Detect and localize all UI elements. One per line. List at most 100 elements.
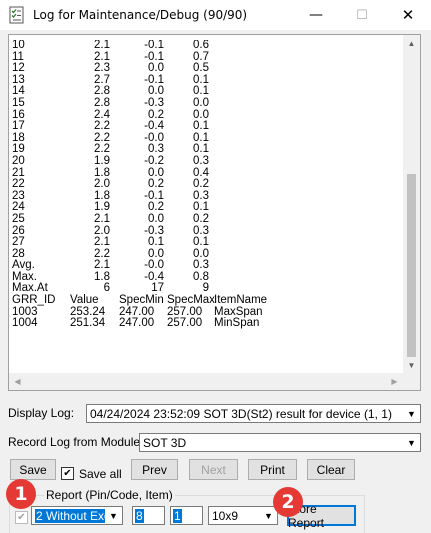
log-cell: MinSpan xyxy=(214,317,260,330)
report-item-input[interactable]: 1 xyxy=(170,506,203,525)
scroll-right-icon[interactable]: ▶ xyxy=(391,377,398,386)
scrollbar-corner xyxy=(403,373,420,390)
log-cell: 11 xyxy=(12,50,24,63)
log-cell: -0.4 xyxy=(144,270,164,283)
chevron-down-icon[interactable]: ▼ xyxy=(403,405,420,422)
store-report-button[interactable]: Store Report xyxy=(287,502,356,530)
log-cell: 2.1 xyxy=(94,236,110,249)
log-cell: 2.7 xyxy=(94,73,110,86)
log-cell: 257.00 xyxy=(167,305,203,318)
report-pin-input[interactable]: 8 xyxy=(132,506,165,525)
scroll-up-icon[interactable]: ▲ xyxy=(407,39,416,48)
log-cell: 2.2 xyxy=(94,131,110,144)
log-cell: 0.2 xyxy=(193,212,209,225)
log-row: 20 1.9 -0.2 0.3 xyxy=(12,154,402,168)
log-cell: 24 xyxy=(12,201,25,214)
scroll-thumb[interactable] xyxy=(407,174,416,357)
log-cell: 26 xyxy=(12,224,25,237)
report-checkbox[interactable]: ✔ xyxy=(15,511,28,524)
log-cell: 0.7 xyxy=(193,50,209,63)
log-cell: -0.0 xyxy=(144,259,164,272)
log-row: 24 1.9 0.2 0.1 xyxy=(12,202,402,214)
log-row: 25 2.1 0.0 0.2 xyxy=(12,212,402,226)
log-cell: GRR_ID xyxy=(12,294,56,307)
clear-button[interactable]: Clear xyxy=(307,459,355,480)
log-cell: 2.1 xyxy=(94,50,110,63)
log-cell: 0.1 xyxy=(193,236,209,249)
log-cell: 0.0 xyxy=(148,247,164,260)
log-grr-header: GRR_ID Value SpecMin SpecMax ItemName xyxy=(12,294,402,307)
log-cell: 1004 xyxy=(12,317,38,330)
log-cell: -0.1 xyxy=(144,73,164,86)
log-cell: 2.1 xyxy=(94,259,110,272)
log-cell: 6 xyxy=(103,282,110,295)
log-cell: 2.1 xyxy=(94,40,110,51)
chevron-down-icon[interactable]: ▼ xyxy=(260,507,277,524)
log-cell: 2.8 xyxy=(94,96,110,109)
close-icon[interactable]: ✕ xyxy=(401,6,415,24)
log-cell: 2.1 xyxy=(94,212,110,225)
scroll-left-icon[interactable]: ◀ xyxy=(14,377,21,386)
log-cell: -0.1 xyxy=(144,40,164,51)
vertical-scrollbar[interactable]: ▲ ▼ xyxy=(403,35,420,374)
log-row: 18 2.2 -0.0 0.1 xyxy=(12,131,402,145)
log-cell: 28 xyxy=(12,247,25,260)
log-cell: Max. xyxy=(12,270,37,283)
report-groupbox xyxy=(9,495,365,533)
log-cell: 247.00 xyxy=(119,305,155,318)
log-cell: 247.00 xyxy=(119,317,155,330)
chevron-down-icon[interactable]: ▼ xyxy=(105,507,122,524)
log-cell: MaxSpan xyxy=(214,305,263,318)
minimize-icon[interactable]: — xyxy=(309,7,323,23)
save-all-checkbox[interactable]: ✔ xyxy=(61,467,74,480)
log-cell: 17 xyxy=(151,282,164,295)
report-grid-select[interactable]: 10x9 ▼ xyxy=(208,506,278,525)
log-cell: 0.8 xyxy=(193,270,209,283)
report-mode-select[interactable]: 2 Without Excel ▼ xyxy=(31,506,123,525)
log-cell: 0.0 xyxy=(148,62,164,75)
log-cell: -0.1 xyxy=(144,189,164,202)
log-cell: 0.2 xyxy=(148,201,164,214)
log-cell: 0.6 xyxy=(193,40,209,51)
log-cell: -0.0 xyxy=(144,131,164,144)
maximize-icon[interactable]: ☐ xyxy=(356,7,368,23)
save-button[interactable]: Save xyxy=(10,459,56,480)
chevron-down-icon[interactable]: ▼ xyxy=(403,434,420,451)
report-grid-value: 10x9 xyxy=(212,508,239,523)
log-cell: -0.2 xyxy=(144,154,164,167)
log-row: 26 2.0 -0.3 0.3 xyxy=(12,224,402,238)
log-row: Max.At 6 17 9 xyxy=(12,283,402,295)
log-cell: 14 xyxy=(12,85,25,98)
horizontal-scrollbar[interactable]: ◀ ▶ xyxy=(9,373,403,390)
log-cell: 257.00 xyxy=(167,317,203,330)
log-row: 17 2.2 -0.4 0.1 xyxy=(12,121,402,133)
log-row: Max. 1.8 -0.4 0.8 xyxy=(12,270,402,284)
record-module-select[interactable]: SOT 3D ▼ xyxy=(139,433,421,452)
scroll-down-icon[interactable]: ▼ xyxy=(407,361,416,370)
log-cell: 12 xyxy=(12,62,25,75)
window-title: Log for Maintenance/Debug (90/90) xyxy=(33,8,248,22)
log-cell: 2.2 xyxy=(94,143,110,156)
log-cell: 0.1 xyxy=(193,131,209,144)
log-cell: 27 xyxy=(12,236,25,249)
prev-button[interactable]: Prev xyxy=(131,459,178,480)
log-cell: 0.3 xyxy=(148,143,164,156)
log-cell: 251.34 xyxy=(70,317,106,330)
display-log-select[interactable]: 04/24/2024 23:52:09 SOT 3D(St2) result f… xyxy=(86,404,421,423)
log-row: 13 2.7 -0.1 0.1 xyxy=(12,73,402,87)
log-row: 23 1.8 -0.1 0.3 xyxy=(12,189,402,203)
log-cell: -0.1 xyxy=(144,50,164,63)
log-cell: 2.0 xyxy=(94,178,110,191)
print-button[interactable]: Print xyxy=(248,459,297,480)
log-cell: 0.1 xyxy=(193,143,209,156)
log-cell: 0.0 xyxy=(193,247,209,260)
record-module-value: SOT 3D xyxy=(143,435,187,450)
log-cell: Value xyxy=(70,294,99,307)
next-button[interactable]: Next xyxy=(189,459,238,480)
log-cell: 0.3 xyxy=(193,189,209,202)
log-textarea[interactable]: 10 2.1 -0.1 0.6 11 2.1 -0.1 0.7 12 2.3 0.0 0.5 13 2.7… xyxy=(8,34,421,391)
log-cell: 2.8 xyxy=(94,85,110,98)
log-row: 16 2.4 0.2 0.0 xyxy=(12,109,402,122)
log-row: 15 2.8 -0.3 0.0 xyxy=(12,96,402,110)
log-cell: -0.3 xyxy=(144,96,164,109)
